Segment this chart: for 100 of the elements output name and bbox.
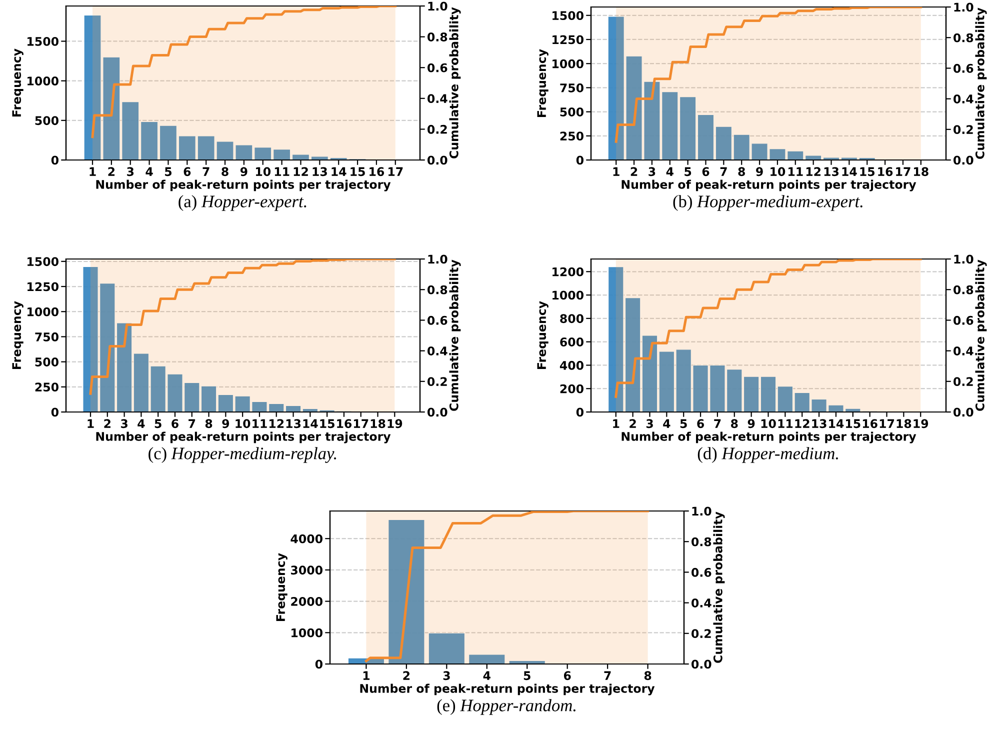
x-tick-label: 16 — [337, 419, 352, 428]
y2-tick-label: 0.2 — [692, 629, 711, 638]
y-tick-label: 750 — [35, 332, 58, 342]
y-tick-label: 1000 — [552, 59, 584, 68]
text: (a) Hopper-expert. — [178, 195, 306, 211]
text: (c) Hopper-medium-replay. — [148, 447, 336, 463]
x-tick-label: 5 — [165, 167, 172, 176]
y2-tick-label: 0.8 — [428, 285, 448, 294]
x-tick-label: 15 — [350, 167, 365, 176]
x-axis-title: Number of peak-return points per trajectory — [622, 180, 916, 192]
x-tick-label: 12 — [294, 167, 308, 176]
y-tick-label: 1000 — [28, 307, 58, 316]
x-tick-label: 17 — [896, 167, 910, 176]
x-tick-label: 9 — [756, 167, 763, 176]
x-tick-label: 4 — [666, 167, 674, 176]
y-tick-label: 1000 — [292, 628, 322, 638]
x-tick-label: 7 — [202, 167, 210, 176]
y-axis-title: Frequency — [537, 301, 548, 369]
text: (e) Hopper-random. — [437, 699, 576, 715]
y-tick-label: 0 — [576, 408, 584, 417]
x-tick-label: 12 — [269, 419, 284, 428]
y2-tick-label: 0.0 — [954, 156, 974, 165]
y-axis-title: Frequency — [12, 48, 24, 116]
y2-tick-label: 0.6 — [954, 316, 974, 325]
x-tick-label: 9 — [240, 167, 248, 176]
x-tick-label: 8 — [205, 419, 212, 428]
x-tick-label: 6 — [564, 671, 571, 680]
y-tick-label: 250 — [560, 132, 584, 141]
x-tick-label: 15 — [320, 419, 334, 428]
x-tick-label: 7 — [720, 167, 727, 176]
x-tick-label: 4 — [146, 167, 153, 176]
y-tick-label: 0 — [51, 156, 58, 165]
y2-tick-label: 0.8 — [692, 537, 712, 546]
y2-tick-label: 1.0 — [954, 2, 974, 12]
x-tick-label: 19 — [388, 419, 402, 428]
y2-tick-label: 0.2 — [954, 125, 973, 134]
y2-tick-label: 1.0 — [428, 2, 448, 11]
y-tick-label: 1200 — [552, 267, 584, 276]
y-tick-label: 0 — [576, 156, 584, 165]
x-tick-label: 18 — [914, 167, 928, 176]
x-tick-label: 10 — [256, 167, 271, 176]
y2-tick-label: 0.0 — [428, 408, 448, 417]
y2-tick-label: 0.0 — [954, 408, 974, 417]
x-tick-label: 1 — [363, 671, 370, 680]
y2-axis-title: Cumulative probability — [449, 7, 461, 158]
y2-tick-label: 0.4 — [954, 346, 974, 356]
y2-tick-label: 0.4 — [428, 346, 448, 356]
x-tick-label: 19 — [914, 419, 928, 428]
y2-tick-label: 0.2 — [428, 124, 447, 134]
x-tick-label: 13 — [312, 167, 327, 176]
y-axis-title: Frequency — [276, 553, 288, 621]
y-tick-label: 250 — [35, 382, 58, 392]
x-tick-label: 1 — [613, 167, 620, 176]
x-tick-label: 16 — [370, 167, 384, 176]
x-tick-label: 14 — [842, 167, 857, 176]
x-axis-title: Number of peak-return points per trajectory — [360, 684, 655, 696]
y2-tick-label: 0.4 — [428, 94, 448, 104]
x-tick-label: 16 — [862, 419, 878, 428]
y-tick-label: 1000 — [28, 76, 58, 86]
x-tick-label: 6 — [184, 167, 191, 176]
y2-tick-label: 0.6 — [428, 63, 448, 72]
y2-axis-title: Cumulative probability — [713, 512, 725, 663]
x-tick-label: 1 — [613, 419, 620, 428]
y2-tick-label: 0.4 — [954, 94, 974, 104]
y-tick-label: 1500 — [552, 11, 584, 20]
x-tick-label: 4 — [483, 671, 490, 680]
y2-tick-label: 1.0 — [428, 254, 448, 264]
x-tick-label: 8 — [738, 167, 745, 176]
y2-tick-label: 0.0 — [428, 156, 448, 165]
text: (b) Hopper-medium-expert. — [673, 195, 862, 211]
x-tick-label: 17 — [880, 419, 894, 428]
x-axis-title: Number of peak-return points per trajectory — [96, 432, 391, 444]
y2-tick-label: 0.8 — [954, 33, 974, 42]
x-tick-label: 7 — [188, 419, 196, 428]
x-tick-label: 5 — [684, 167, 692, 176]
y-tick-label: 2000 — [291, 597, 322, 606]
x-tick-label: 18 — [370, 419, 386, 428]
y-tick-label: 0 — [315, 660, 322, 669]
text: (d) Hopper-medium. — [698, 447, 838, 463]
x-tick-label: 5 — [154, 419, 162, 428]
y-tick-label: 0 — [51, 408, 58, 417]
x-tick-label: 18 — [896, 419, 912, 428]
x-tick-label: 2 — [630, 167, 638, 176]
x-tick-label: 16 — [878, 167, 893, 176]
x-tick-label: 13 — [286, 419, 301, 428]
x-tick-label: 2 — [403, 671, 410, 680]
y2-tick-label: 0.4 — [692, 598, 712, 608]
x-tick-label: 3 — [648, 167, 656, 176]
y2-axis-title: Cumulative probability — [449, 260, 461, 411]
x-tick-label: 2 — [630, 419, 636, 428]
x-tick-label: 8 — [222, 167, 228, 176]
y2-tick-label: 0.8 — [954, 285, 974, 294]
x-tick-label: 14 — [332, 167, 346, 176]
x-tick-label: 10 — [761, 419, 776, 428]
x-tick-label: 3 — [443, 671, 450, 680]
y2-axis-title: Cumulative probability — [975, 260, 987, 411]
x-tick-label: 11 — [274, 167, 290, 176]
x-tick-label: 13 — [812, 419, 826, 428]
x-tick-label: 2 — [108, 167, 115, 176]
y-tick-label: 400 — [560, 360, 584, 370]
